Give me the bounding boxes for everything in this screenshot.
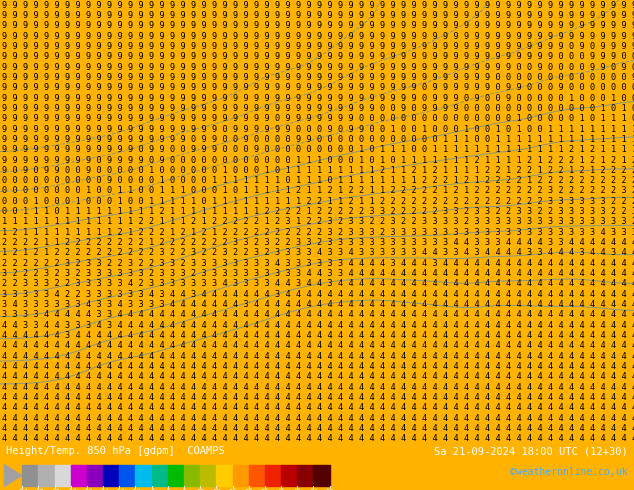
Bar: [297, 465, 313, 486]
Bar: [152, 465, 168, 486]
Text: 9 9 9 9 9 9 9 9 9 9 9 9 9 9 9 9 9 9 9 9 9 9 9 9 9 9 9 9 9 9 9 9 9 9 9 9 9 9 9 9 : 9 9 9 9 9 9 9 9 9 9 9 9 9 9 9 9 9 9 9 9 …: [2, 73, 634, 82]
Bar: [200, 465, 216, 486]
Text: 4 4 4 4 4 4 4 4 4 4 4 4 4 4 4 4 4 4 4 4 4 4 4 4 4 4 4 4 4 4 4 4 4 4 4 4 4 4 4 4 : 4 4 4 4 4 4 4 4 4 4 4 4 4 4 4 4 4 4 4 4 …: [2, 403, 634, 412]
Text: 9 9 9 9 9 9 9 9 9 9 9 9 9 9 9 9 9 9 9 9 9 9 9 9 9 9 9 9 9 9 9 9 9 9 9 9 9 9 9 9 : 9 9 9 9 9 9 9 9 9 9 9 9 9 9 9 9 9 9 9 9 …: [2, 63, 634, 72]
Text: ©weatheronline.co.uk: ©weatheronline.co.uk: [510, 467, 628, 477]
Bar: [216, 465, 233, 486]
Text: 0 0 0 0 0 0 0 0 0 0 9 0 0 0 0 1 0 0 0 0 1 1 1 1 1 1 1 0 1 1 1 0 1 1 1 1 1 1 1 1 : 0 0 0 0 0 0 0 0 0 0 9 0 0 0 0 1 0 0 0 0 …: [2, 176, 634, 185]
Bar: [39, 465, 55, 486]
Bar: [136, 465, 152, 486]
Text: 3 2 2 2 3 2 3 2 3 3 3 3 3 3 2 3 3 3 2 3 3 3 3 3 3 3 3 3 3 4 4 3 3 4 4 4 4 4 4 4 : 3 2 2 2 3 2 3 2 3 3 3 3 3 3 2 3 3 3 2 3 …: [2, 269, 634, 278]
Text: 54: 54: [309, 489, 318, 490]
Text: 6: 6: [182, 489, 186, 490]
Text: 0 0 0 0 0 0 0 0 1 0 0 1 1 0 0 1 1 1 0 0 0 1 0 1 1 1 1 1 2 1 1 2 1 2 2 1 1 2 2 2 : 0 0 0 0 0 0 0 0 1 0 0 1 1 0 0 1 1 1 0 0 …: [2, 187, 634, 196]
Text: -42: -42: [48, 489, 61, 490]
Text: 4 4 4 4 4 4 4 4 4 4 4 4 4 4 4 4 4 4 4 4 4 4 4 4 4 4 4 4 4 4 4 4 4 4 4 4 4 4 4 4 : 4 4 4 4 4 4 4 4 4 4 4 4 4 4 4 4 4 4 4 4 …: [2, 342, 634, 350]
Text: 4 4 4 4 4 4 4 4 4 4 4 4 4 4 4 4 4 4 4 4 4 4 4 4 4 4 4 4 4 4 4 4 4 4 4 4 4 4 4 4 : 4 4 4 4 4 4 4 4 4 4 4 4 4 4 4 4 4 4 4 4 …: [2, 352, 634, 361]
Text: 54: 54: [325, 489, 334, 490]
Text: 9 9 9 9 9 9 9 9 9 9 9 9 9 9 9 9 9 9 9 9 9 9 9 9 9 9 9 9 9 9 9 9 9 9 9 9 9 9 9 9 : 9 9 9 9 9 9 9 9 9 9 9 9 9 9 9 9 9 9 9 9 …: [2, 32, 634, 41]
Text: 0 0 1 1 1 0 1 1 1 1 1 1 1 1 1 2 1 1 1 1 1 1 1 1 1 2 2 2 2 1 2 2 2 2 2 3 3 2 2 2 : 0 0 1 1 1 0 1 1 1 1 1 1 1 1 1 2 1 1 1 1 …: [2, 207, 634, 216]
Text: 48: 48: [293, 489, 302, 490]
Text: 1 2 1 2 1 2 2 2 2 2 2 2 2 2 2 3 2 2 3 2 2 3 2 2 3 2 3 3 3 3 4 3 3 4 3 3 3 3 3 3 : 1 2 1 2 1 2 2 2 2 2 2 2 2 2 2 3 2 2 3 2 …: [2, 248, 634, 257]
Text: 9 9 9 9 9 9 9 9 9 9 9 9 9 9 9 9 9 9 9 9 9 9 9 9 9 9 9 9 9 9 9 9 9 9 9 9 9 9 9 9 : 9 9 9 9 9 9 9 9 9 9 9 9 9 9 9 9 9 9 9 9 …: [2, 83, 634, 92]
Text: 30: 30: [245, 489, 253, 490]
Text: 4 4 4 4 4 4 4 4 4 4 4 4 4 4 4 4 4 4 4 4 4 4 4 4 4 4 4 4 4 4 4 4 4 4 4 4 4 4 4 4 : 4 4 4 4 4 4 4 4 4 4 4 4 4 4 4 4 4 4 4 4 …: [2, 434, 634, 443]
Bar: [233, 465, 249, 486]
Polygon shape: [4, 465, 22, 486]
Text: 0: 0: [165, 489, 170, 490]
Text: 9 9 9 9 9 9 9 9 9 9 9 9 9 9 9 9 9 9 9 9 9 9 9 9 9 9 9 9 9 9 9 9 9 9 9 9 9 9 9 9 : 9 9 9 9 9 9 9 9 9 9 9 9 9 9 9 9 9 9 9 9 …: [2, 94, 634, 102]
Text: 9 0 9 0 9 9 0 0 9 0 0 0 0 0 1 0 0 0 0 0 0 1 0 0 0 1 0 1 1 1 1 1 1 1 1 1 2 1 1 2 : 9 0 9 0 9 9 0 0 9 0 0 0 0 0 1 0 0 0 0 0 …: [2, 166, 634, 175]
Text: 9 9 9 9 9 9 9 9 9 9 9 9 9 9 9 9 9 9 9 9 9 9 9 9 9 9 9 9 9 9 9 9 9 9 9 9 0 0 9 0 : 9 9 9 9 9 9 9 9 9 9 9 9 9 9 9 9 9 9 9 9 …: [2, 104, 634, 113]
Text: 9 9 9 9 9 9 9 9 9 9 9 9 9 9 9 9 9 9 9 9 9 0 9 9 9 9 9 9 0 0 0 9 0 9 9 0 0 1 0 0 : 9 9 9 9 9 9 9 9 9 9 9 9 9 9 9 9 9 9 9 9 …: [2, 124, 634, 134]
Text: 42: 42: [277, 489, 285, 490]
Text: 9 9 9 9 9 9 9 9 9 9 9 9 9 9 9 9 9 9 9 9 9 9 9 9 9 9 9 9 9 9 9 9 9 9 9 9 9 9 9 9 : 9 9 9 9 9 9 9 9 9 9 9 9 9 9 9 9 9 9 9 9 …: [2, 21, 634, 30]
Text: 4 4 4 4 4 4 4 4 4 4 4 4 4 4 4 4 4 4 4 4 4 4 4 4 4 4 4 4 4 4 4 4 4 4 4 4 4 4 4 4 : 4 4 4 4 4 4 4 4 4 4 4 4 4 4 4 4 4 4 4 4 …: [2, 393, 634, 402]
Text: 4 4 4 4 4 4 3 4 4 4 4 4 4 4 4 4 4 4 4 4 4 4 4 4 4 4 4 4 4 4 4 4 4 4 4 4 4 4 4 4 : 4 4 4 4 4 4 3 4 4 4 4 4 4 4 4 4 4 4 4 4 …: [2, 331, 634, 340]
Text: 1 2 1 1 1 1 1 1 1 1 1 2 1 2 2 2 1 2 1 2 1 2 2 2 2 2 2 2 2 2 2 3 2 3 3 3 2 3 3 3 : 1 2 1 1 1 1 1 1 1 1 1 2 1 2 2 2 1 2 1 2 …: [2, 228, 634, 237]
Text: 1 1 1 1 1 1 1 1 1 1 1 1 1 2 2 1 1 1 2 1 2 2 2 2 2 1 2 3 1 2 2 3 2 3 3 2 2 3 2 2 : 1 1 1 1 1 1 1 1 1 1 1 1 1 2 2 1 1 1 2 1 …: [2, 218, 634, 226]
Text: 9 9 9 9 9 9 9 9 9 9 9 9 9 9 9 9 9 9 0 9 9 0 0 9 0 0 0 0 9 9 0 0 0 0 0 0 0 0 0 0 : 9 9 9 9 9 9 9 9 9 9 9 9 9 9 9 9 9 9 0 9 …: [2, 135, 634, 144]
Bar: [265, 465, 281, 486]
Text: 3 4 3 3 3 3 3 3 4 3 3 4 3 3 3 3 4 4 4 4 4 4 4 3 4 4 4 4 4 4 4 4 4 4 4 4 4 4 4 4 : 3 4 3 3 3 3 3 3 4 3 3 4 3 3 3 3 4 4 4 4 …: [2, 300, 634, 309]
Text: 9 9 9 9 9 9 9 9 9 9 9 9 9 9 9 9 9 9 9 9 9 9 9 9 9 9 9 9 9 9 9 9 9 9 9 9 9 9 9 9 : 9 9 9 9 9 9 9 9 9 9 9 9 9 9 9 9 9 9 9 9 …: [2, 42, 634, 51]
Text: 4 4 4 4 4 4 4 4 4 4 4 4 4 4 4 4 4 4 4 4 4 4 4 4 4 4 4 4 4 4 4 4 4 4 4 4 4 4 4 4 : 4 4 4 4 4 4 4 4 4 4 4 4 4 4 4 4 4 4 4 4 …: [2, 383, 634, 392]
Bar: [22, 465, 39, 486]
Text: 9 9 9 9 9 9 9 9 9 9 9 9 9 9 9 9 9 9 9 9 9 9 9 9 9 9 0 9 9 9 9 9 9 9 0 0 0 0 0 0 : 9 9 9 9 9 9 9 9 9 9 9 9 9 9 9 9 9 9 9 9 …: [2, 114, 634, 123]
Text: 4 4 4 4 4 4 4 4 4 4 4 4 4 4 4 4 4 4 4 4 4 4 4 4 4 4 4 4 4 4 4 4 4 4 4 4 4 4 4 4 : 4 4 4 4 4 4 4 4 4 4 4 4 4 4 4 4 4 4 4 4 …: [2, 362, 634, 371]
Text: -12: -12: [129, 489, 142, 490]
Bar: [119, 465, 136, 486]
Text: 12: 12: [196, 489, 204, 490]
Text: 9 9 9 9 9 9 9 9 9 9 9 9 9 9 9 9 9 9 9 9 9 9 9 9 9 9 9 9 9 9 9 9 9 9 9 9 9 9 9 9 : 9 9 9 9 9 9 9 9 9 9 9 9 9 9 9 9 9 9 9 9 …: [2, 0, 634, 10]
Text: 2 2 2 2 1 1 2 2 2 2 2 2 2 2 1 2 2 2 2 2 2 2 3 3 2 3 2 2 3 3 2 3 3 3 3 3 3 3 3 3 : 2 2 2 2 1 1 2 2 2 2 2 2 2 2 1 2 2 2 2 2 …: [2, 238, 634, 247]
Text: 4 4 4 4 4 4 4 4 4 4 4 4 4 4 4 4 4 4 4 4 4 4 4 4 4 4 4 4 4 4 4 4 4 4 4 4 4 4 4 4 : 4 4 4 4 4 4 4 4 4 4 4 4 4 4 4 4 4 4 4 4 …: [2, 372, 634, 381]
Text: -38: -38: [65, 489, 77, 490]
Text: 9 9 9 9 9 9 9 9 9 9 9 9 9 0 9 9 0 0 9 9 9 0 0 0 9 0 0 0 0 0 0 0 0 0 1 0 1 1 1 0 : 9 9 9 9 9 9 9 9 9 9 9 9 9 0 9 9 0 0 9 9 …: [2, 145, 634, 154]
Text: -24: -24: [97, 489, 110, 490]
Text: 2 2 3 3 3 2 2 3 3 3 3 3 4 2 3 3 3 3 3 3 3 4 3 3 3 3 4 4 3 4 4 3 4 4 4 4 4 4 4 4 : 2 2 3 3 3 2 2 3 3 3 3 3 4 2 3 3 3 3 3 3 …: [2, 279, 634, 289]
Text: 9 9 9 9 9 9 9 9 9 9 9 9 9 9 9 9 9 9 9 9 9 9 9 9 9 9 9 9 9 9 9 9 9 9 9 9 9 9 9 9 : 9 9 9 9 9 9 9 9 9 9 9 9 9 9 9 9 9 9 9 9 …: [2, 52, 634, 61]
Text: 4 4 4 4 4 4 4 4 4 4 4 4 4 4 4 4 4 4 4 4 4 4 4 4 4 4 4 4 4 4 4 4 4 4 4 4 4 4 4 4 : 4 4 4 4 4 4 4 4 4 4 4 4 4 4 4 4 4 4 4 4 …: [2, 424, 634, 433]
Text: Sa 21-09-2024 18:00 UTC (12+30): Sa 21-09-2024 18:00 UTC (12+30): [434, 446, 628, 456]
Text: 0 0 0 1 0 0 0 1 0 0 0 1 0 0 1 1 1 1 1 0 1 1 1 1 1 1 1 1 1 2 2 1 1 2 1 1 2 2 2 2 : 0 0 0 1 0 0 0 1 0 0 0 1 0 0 1 1 1 1 1 0 …: [2, 197, 634, 206]
Bar: [103, 465, 119, 486]
Text: 36: 36: [261, 489, 269, 490]
Text: 18: 18: [212, 489, 221, 490]
Text: 9 9 9 9 9 9 9 9 9 9 9 9 9 9 9 9 9 9 9 9 9 9 9 9 9 9 9 9 9 9 9 9 9 9 9 9 9 9 9 9 : 9 9 9 9 9 9 9 9 9 9 9 9 9 9 9 9 9 9 9 9 …: [2, 11, 634, 20]
Text: -48: -48: [32, 489, 45, 490]
Text: 24: 24: [228, 489, 237, 490]
Text: -18: -18: [113, 489, 126, 490]
Text: 2 2 2 2 2 2 3 2 3 3 2 2 3 2 2 3 3 2 3 3 3 3 3 3 3 3 4 3 3 3 3 3 3 4 4 4 4 3 4 4 : 2 2 2 2 2 2 3 2 3 3 2 2 3 2 2 3 3 2 3 3 …: [2, 259, 634, 268]
Bar: [87, 465, 103, 486]
Text: -6: -6: [148, 489, 156, 490]
Bar: [281, 465, 297, 486]
Text: 9 9 9 9 9 9 9 9 9 0 9 9 9 9 0 9 0 0 0 0 0 0 0 0 0 0 0 0 1 1 1 0 0 0 1 0 1 0 1 1 : 9 9 9 9 9 9 9 9 9 0 9 9 9 9 0 9 0 0 0 0 …: [2, 155, 634, 165]
Text: 3 3 3 3 3 4 2 2 3 3 3 3 3 3 4 3 4 4 3 4 4 4 4 4 4 4 3 4 4 4 4 4 4 4 4 4 4 4 4 4 : 3 3 3 3 3 4 2 2 3 3 3 3 3 3 4 3 4 4 3 4 …: [2, 290, 634, 299]
Bar: [249, 465, 265, 486]
Text: 4 4 4 4 4 4 4 4 4 4 4 4 4 4 4 4 4 4 4 4 4 4 4 4 4 4 4 4 4 4 4 4 4 4 4 4 4 4 4 4 : 4 4 4 4 4 4 4 4 4 4 4 4 4 4 4 4 4 4 4 4 …: [2, 414, 634, 423]
Text: -54: -54: [16, 489, 29, 490]
Text: 4 4 3 3 4 4 3 3 3 4 3 4 4 4 4 4 4 4 4 4 4 4 4 4 4 4 4 4 4 4 4 4 4 4 4 4 4 4 4 4 : 4 4 3 3 4 4 3 3 3 4 3 4 4 4 4 4 4 4 4 4 …: [2, 321, 634, 330]
Bar: [71, 465, 87, 486]
Bar: [313, 465, 330, 486]
Text: Height/Temp. 850 hPa [gdpm]  COAMPS: Height/Temp. 850 hPa [gdpm] COAMPS: [6, 446, 225, 456]
Text: 3 3 3 3 4 4 4 4 4 3 3 4 4 4 4 4 4 4 4 4 4 4 4 4 4 4 4 4 4 4 4 4 4 4 4 4 4 4 4 4 : 3 3 3 3 4 4 4 4 4 3 3 4 4 4 4 4 4 4 4 4 …: [2, 310, 634, 319]
Bar: [168, 465, 184, 486]
Bar: [55, 465, 71, 486]
Text: -30: -30: [81, 489, 93, 490]
Bar: [184, 465, 200, 486]
